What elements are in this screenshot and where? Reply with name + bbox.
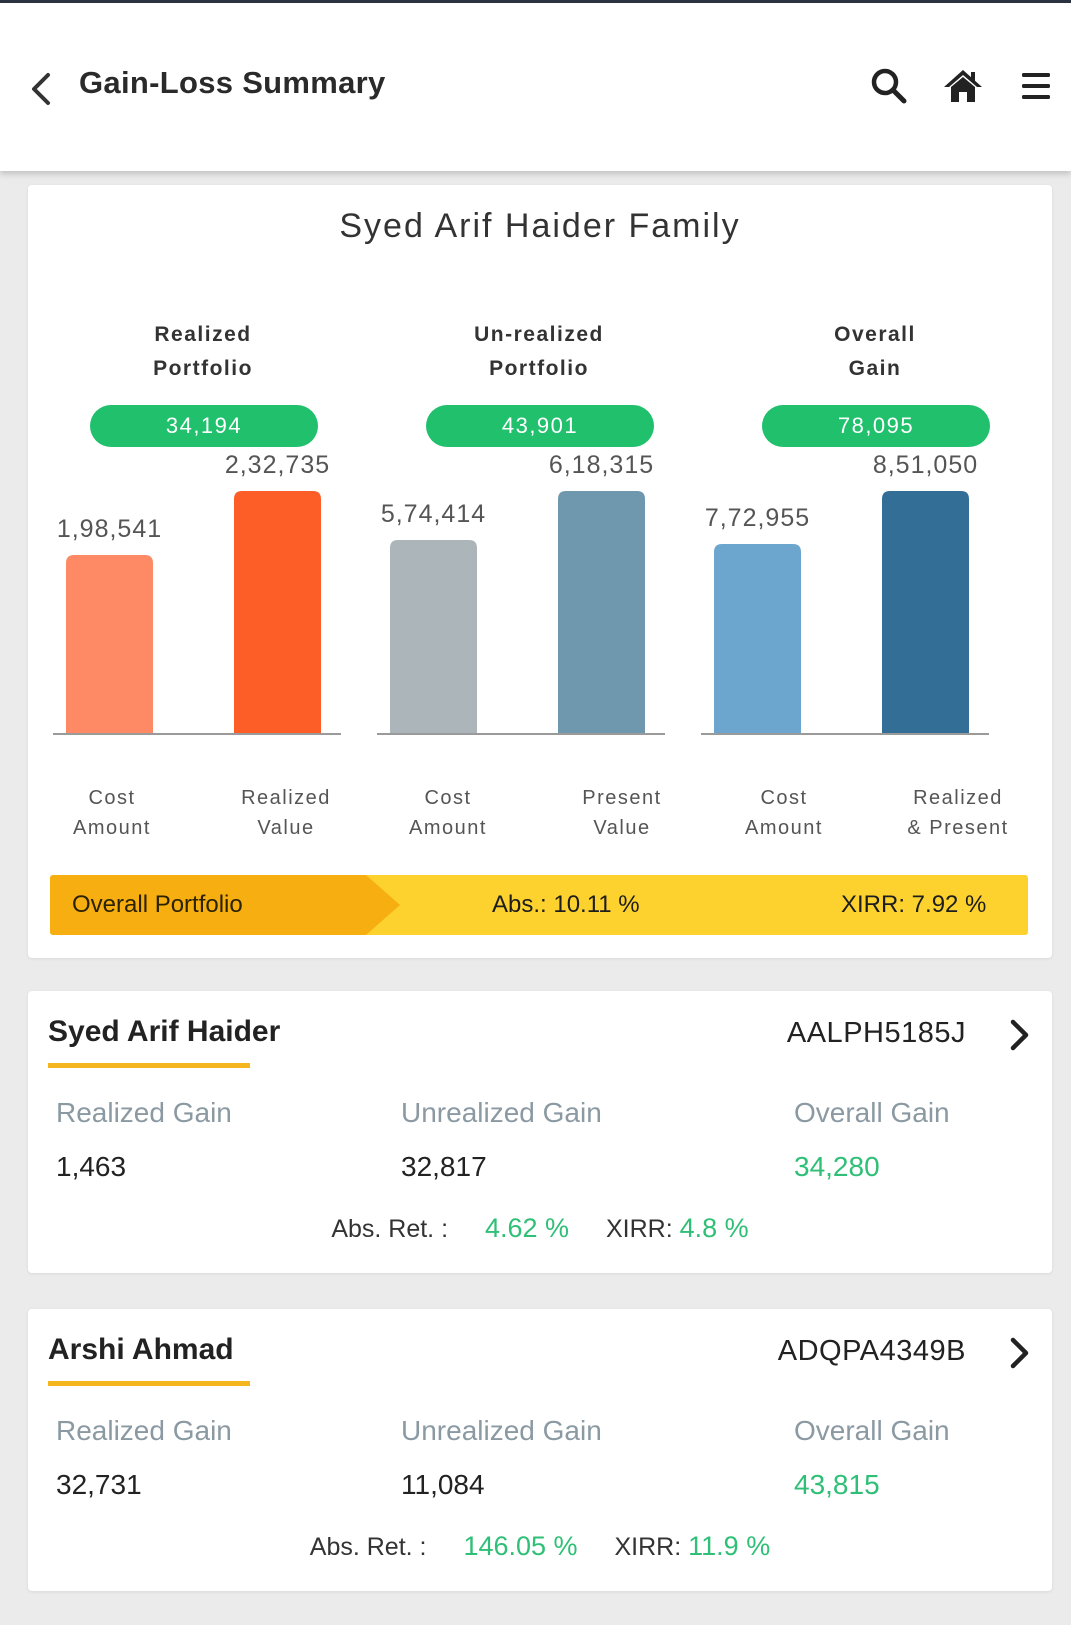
unrealized-gain-value: 11,084 bbox=[401, 1469, 485, 1500]
page-title: Gain-Loss Summary bbox=[79, 65, 386, 100]
chart-bar bbox=[234, 491, 321, 733]
chart-bar bbox=[558, 491, 645, 733]
chart-bar bbox=[714, 544, 801, 733]
realized-gain-label: Realized Gain bbox=[56, 1415, 232, 1446]
member-pan: AALPH5185J bbox=[786, 1017, 966, 1049]
xirr-value: 4.8 % bbox=[679, 1213, 749, 1243]
bar-caption-line1: Cost bbox=[88, 787, 136, 809]
chevron-right-icon[interactable] bbox=[1004, 1017, 1034, 1053]
unrealized-gain-label: Unrealized Gain bbox=[401, 1097, 602, 1128]
group-title-realized: Realized Portfolio bbox=[73, 318, 333, 386]
overall-gain-value: 34,280 bbox=[794, 1151, 880, 1182]
bar-caption-line2: Value bbox=[257, 817, 315, 839]
bar-caption-line2: Value bbox=[593, 817, 651, 839]
unrealized-gain-pill: 43,901 bbox=[426, 405, 654, 447]
realized-gain-value: 1,463 bbox=[56, 1151, 127, 1182]
bar-caption: Realized & Present bbox=[878, 783, 1038, 843]
bar-caption: Present Value bbox=[542, 783, 702, 843]
home-icon[interactable] bbox=[942, 65, 984, 107]
status-line bbox=[0, 0, 1071, 3]
abs-return-label: Abs. Ret. : bbox=[331, 1215, 449, 1243]
member-pan: ADQPA4349B bbox=[777, 1335, 966, 1367]
abs-return-label: Abs. Ret. : bbox=[309, 1533, 427, 1561]
xirr-label: XIRR: bbox=[614, 1533, 682, 1561]
name-underline bbox=[48, 1063, 250, 1068]
bar-caption: Cost Amount bbox=[32, 783, 192, 843]
overall-abs-return: Abs.: 10.11 % bbox=[492, 891, 640, 918]
app-bar: Gain-Loss Summary bbox=[0, 3, 1071, 171]
group-title-overall: Overall Gain bbox=[745, 318, 1005, 386]
realized-gain-value: 32,731 bbox=[56, 1469, 142, 1500]
return-line: Abs. Ret. : 4.62 % XIRR: 4.8 % bbox=[28, 1213, 1052, 1244]
group-title-line1: Overall bbox=[834, 323, 916, 346]
bar-caption-line2: Amount bbox=[745, 817, 823, 839]
group-title-line2: Portfolio bbox=[153, 357, 253, 380]
bar-caption-line2: & Present bbox=[907, 817, 1009, 839]
name-underline bbox=[48, 1381, 250, 1386]
bar-caption-line1: Cost bbox=[760, 787, 808, 809]
member-card[interactable]: Syed Arif Haider AALPH5185J Realized Gai… bbox=[28, 991, 1052, 1273]
bar-caption-line2: Amount bbox=[409, 817, 487, 839]
search-icon[interactable] bbox=[868, 65, 910, 107]
bar-value-label: 8,51,050 bbox=[873, 451, 978, 479]
member-card[interactable]: Arshi Ahmad ADQPA4349B Realized Gain Unr… bbox=[28, 1309, 1052, 1591]
member-name: Syed Arif Haider bbox=[48, 1015, 281, 1048]
group-title-line1: Realized bbox=[154, 323, 252, 346]
overall-gain-label: Overall Gain bbox=[794, 1097, 950, 1128]
chevron-right-icon[interactable] bbox=[1004, 1335, 1034, 1371]
xirr-value: 11.9 % bbox=[688, 1531, 771, 1561]
bar-caption-line1: Present bbox=[582, 787, 662, 809]
family-summary-card: Syed Arif Haider Family Realized Portfol… bbox=[28, 185, 1052, 958]
overall-portfolio-banner: Overall Portfolio Abs.: 10.11 % XIRR: 7.… bbox=[50, 875, 1028, 935]
bar-value-label: 6,18,315 bbox=[549, 451, 654, 479]
group-title-line1: Un-realized bbox=[474, 323, 604, 346]
member-name: Arshi Ahmad bbox=[48, 1333, 234, 1366]
bar-caption-line1: Realized bbox=[913, 787, 1003, 809]
realized-gain-pill: 34,194 bbox=[90, 405, 318, 447]
bar-caption: Cost Amount bbox=[704, 783, 864, 843]
bar-value-label: 7,72,955 bbox=[705, 504, 810, 532]
bar-caption-line2: Amount bbox=[73, 817, 151, 839]
chart-bar bbox=[66, 555, 153, 733]
unrealized-gain-label: Unrealized Gain bbox=[401, 1415, 602, 1446]
overall-portfolio-label: Overall Portfolio bbox=[72, 891, 243, 918]
overall-gain-label: Overall Gain bbox=[794, 1415, 950, 1446]
group-title-unrealized: Un-realized Portfolio bbox=[409, 318, 669, 386]
abs-return-value: 146.05 % bbox=[463, 1531, 578, 1561]
chart-bar bbox=[390, 540, 477, 733]
bar-caption: Cost Amount bbox=[368, 783, 528, 843]
overall-xirr: XIRR: 7.92 % bbox=[841, 891, 987, 918]
banner-arrow bbox=[50, 875, 400, 935]
bar-value-label: 2,32,735 bbox=[225, 451, 330, 479]
unrealized-gain-value: 32,817 bbox=[401, 1151, 487, 1182]
group-title-line2: Portfolio bbox=[489, 357, 589, 380]
overall-gain-value: 43,815 bbox=[794, 1469, 880, 1500]
overall-gain-pill: 78,095 bbox=[762, 405, 990, 447]
realized-gain-label: Realized Gain bbox=[56, 1097, 232, 1128]
bar-value-label: 5,74,414 bbox=[381, 500, 486, 528]
group-title-line2: Gain bbox=[848, 357, 902, 380]
abs-return-value: 4.62 % bbox=[484, 1213, 570, 1243]
menu-icon[interactable] bbox=[1016, 65, 1058, 107]
chart-bar bbox=[882, 491, 969, 733]
bar-value-label: 1,98,541 bbox=[57, 515, 162, 543]
family-title: Syed Arif Haider Family bbox=[339, 207, 741, 245]
back-icon[interactable] bbox=[26, 69, 56, 109]
gain-loss-bar-chart: 1,98,541 2,32,735 5,74,414 6,18,315 7,72,955… bbox=[53, 451, 989, 735]
xirr-label: XIRR: bbox=[606, 1215, 673, 1243]
bar-caption-line1: Realized bbox=[241, 787, 331, 809]
bar-caption: Realized Value bbox=[206, 783, 366, 843]
bar-caption-line1: Cost bbox=[424, 787, 472, 809]
return-line: Abs. Ret. : 146.05 % XIRR: 11.9 % bbox=[28, 1531, 1052, 1562]
